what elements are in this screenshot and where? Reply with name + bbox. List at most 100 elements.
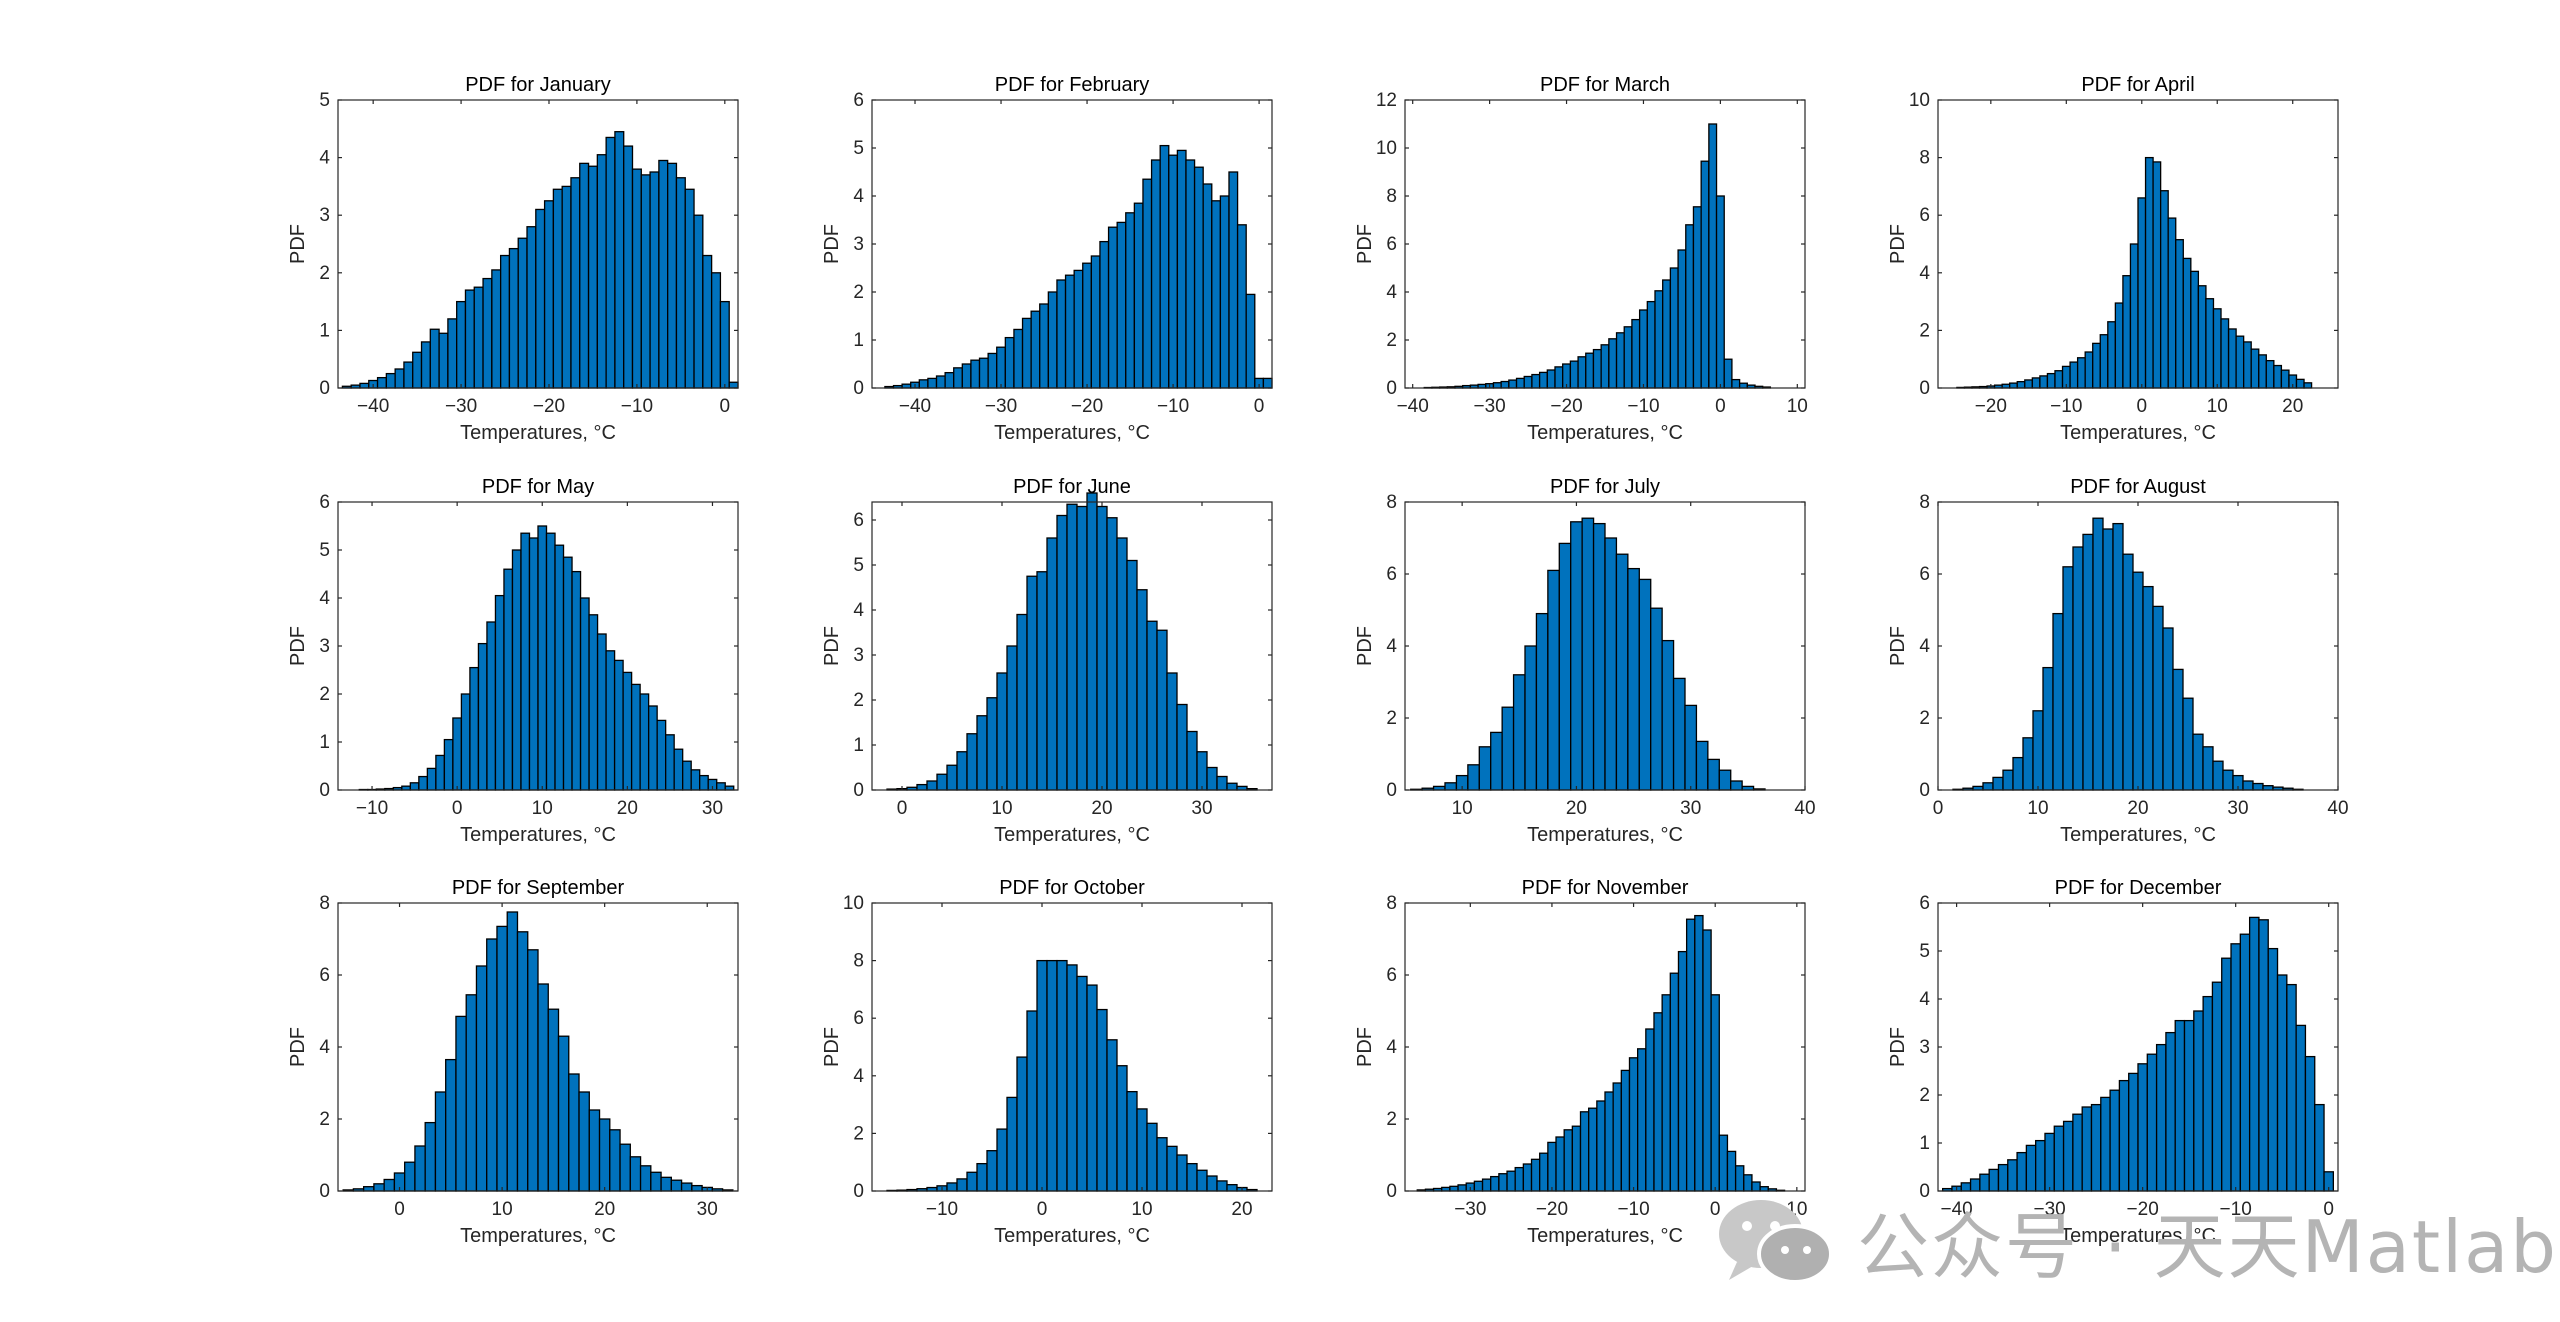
bar bbox=[1546, 369, 1556, 389]
bar bbox=[2190, 270, 2200, 389]
x-axis-label: Temperatures, °C bbox=[994, 422, 1150, 444]
bar bbox=[1039, 303, 1049, 389]
bar bbox=[1126, 1090, 1138, 1192]
x-tick-label: −30 bbox=[445, 396, 477, 417]
bar bbox=[1216, 1180, 1228, 1192]
x-tick-label: −10 bbox=[2050, 396, 2082, 417]
bar bbox=[2258, 919, 2269, 1192]
y-tick-label: 4 bbox=[1919, 989, 1930, 1010]
bar bbox=[1637, 1048, 1647, 1192]
bar bbox=[1490, 1175, 1500, 1192]
x-tick-label: −10 bbox=[1157, 396, 1189, 417]
y-tick-label: 8 bbox=[1386, 186, 1397, 207]
bar bbox=[2202, 995, 2214, 1192]
bar bbox=[2276, 974, 2288, 1192]
x-tick-label: −30 bbox=[2034, 1199, 2066, 1220]
bar bbox=[1685, 918, 1696, 1192]
y-axis-label: PDF bbox=[821, 1027, 843, 1067]
bar bbox=[2072, 1113, 2083, 1192]
bar bbox=[412, 351, 423, 389]
x-tick-label: 0 bbox=[1254, 396, 1265, 417]
bar bbox=[438, 332, 449, 389]
bar bbox=[1662, 279, 1672, 389]
bar bbox=[639, 693, 650, 791]
bar bbox=[443, 738, 454, 791]
bar bbox=[2146, 1053, 2158, 1192]
x-tick-label: 0 bbox=[897, 798, 908, 819]
bar bbox=[535, 208, 546, 389]
bar bbox=[1982, 782, 1994, 791]
y-tick-label: 4 bbox=[853, 186, 864, 207]
bar bbox=[2303, 382, 2313, 389]
bar bbox=[946, 1182, 958, 1192]
bar bbox=[684, 188, 695, 389]
bar bbox=[2081, 1106, 2093, 1192]
y-tick-label: 5 bbox=[319, 90, 330, 111]
bar bbox=[978, 357, 989, 389]
bar bbox=[2069, 361, 2079, 389]
y-tick-label: 8 bbox=[1386, 492, 1397, 513]
bar bbox=[1506, 1170, 1516, 1192]
y-tick-label: 2 bbox=[853, 690, 864, 711]
y-tick-label: 1 bbox=[853, 735, 864, 756]
subplot-10: −10 0 10 20 0 2 4 6 8 10 PDF for October Temperatur… bbox=[821, 877, 1273, 1247]
bar bbox=[486, 938, 498, 1192]
x-tick-label: 10 bbox=[492, 1199, 513, 1220]
bar bbox=[1715, 195, 1725, 389]
x-tick-label: −10 bbox=[356, 798, 388, 819]
y-tick-label: 3 bbox=[853, 645, 864, 666]
bar bbox=[588, 1109, 601, 1192]
bar bbox=[1588, 1107, 1598, 1192]
bar bbox=[456, 300, 467, 389]
y-tick-label: 6 bbox=[1919, 564, 1930, 585]
bar bbox=[1615, 332, 1625, 389]
bar bbox=[2182, 257, 2192, 389]
bar bbox=[1547, 569, 1560, 791]
bar bbox=[1638, 309, 1648, 389]
wechat-icon bbox=[1719, 1200, 1833, 1284]
bar bbox=[403, 361, 414, 389]
bar bbox=[1523, 375, 1533, 389]
bar bbox=[946, 764, 958, 791]
bar bbox=[561, 185, 572, 389]
bar bbox=[2046, 372, 2056, 389]
bar bbox=[2248, 916, 2260, 1192]
bar bbox=[511, 549, 522, 791]
bar bbox=[2174, 1019, 2186, 1192]
bar bbox=[1669, 267, 1679, 389]
x-tick-label: 10 bbox=[532, 798, 553, 819]
bar bbox=[1685, 224, 1695, 389]
bar bbox=[1236, 224, 1247, 389]
bar bbox=[1677, 249, 1687, 389]
bar bbox=[1718, 769, 1732, 791]
subplot-3: −40 −30 −20 −10 0 10 0 2 4 6 8 10 12 PDF for March Tem… bbox=[1354, 74, 1808, 444]
bar bbox=[1186, 1162, 1198, 1192]
bar bbox=[1672, 677, 1686, 791]
bar bbox=[587, 165, 598, 389]
bar bbox=[1090, 255, 1101, 389]
x-tick-label: 30 bbox=[2227, 798, 2248, 819]
bar bbox=[2314, 1103, 2325, 1192]
bar bbox=[2092, 517, 2104, 791]
y-tick-label: 8 bbox=[853, 951, 864, 972]
x-tick-label: 0 bbox=[1933, 798, 1944, 819]
x-tick-label: 20 bbox=[1566, 798, 1587, 819]
bar bbox=[1638, 578, 1652, 791]
x-tick-label: 30 bbox=[1680, 798, 1701, 819]
x-axis-label: Temperatures, °C bbox=[994, 824, 1150, 846]
y-tick-label: 8 bbox=[1919, 492, 1930, 513]
bar bbox=[1082, 262, 1093, 389]
bar bbox=[394, 368, 405, 389]
bar bbox=[2035, 1139, 2046, 1192]
bar bbox=[385, 372, 396, 389]
bar bbox=[710, 272, 722, 389]
bar bbox=[1627, 567, 1640, 791]
bar bbox=[1016, 1056, 1028, 1192]
bar bbox=[1604, 1091, 1614, 1192]
bar bbox=[1262, 377, 1273, 389]
bar bbox=[2221, 957, 2232, 1192]
bar bbox=[690, 769, 701, 791]
bar bbox=[1524, 645, 1538, 791]
bar bbox=[673, 748, 684, 791]
